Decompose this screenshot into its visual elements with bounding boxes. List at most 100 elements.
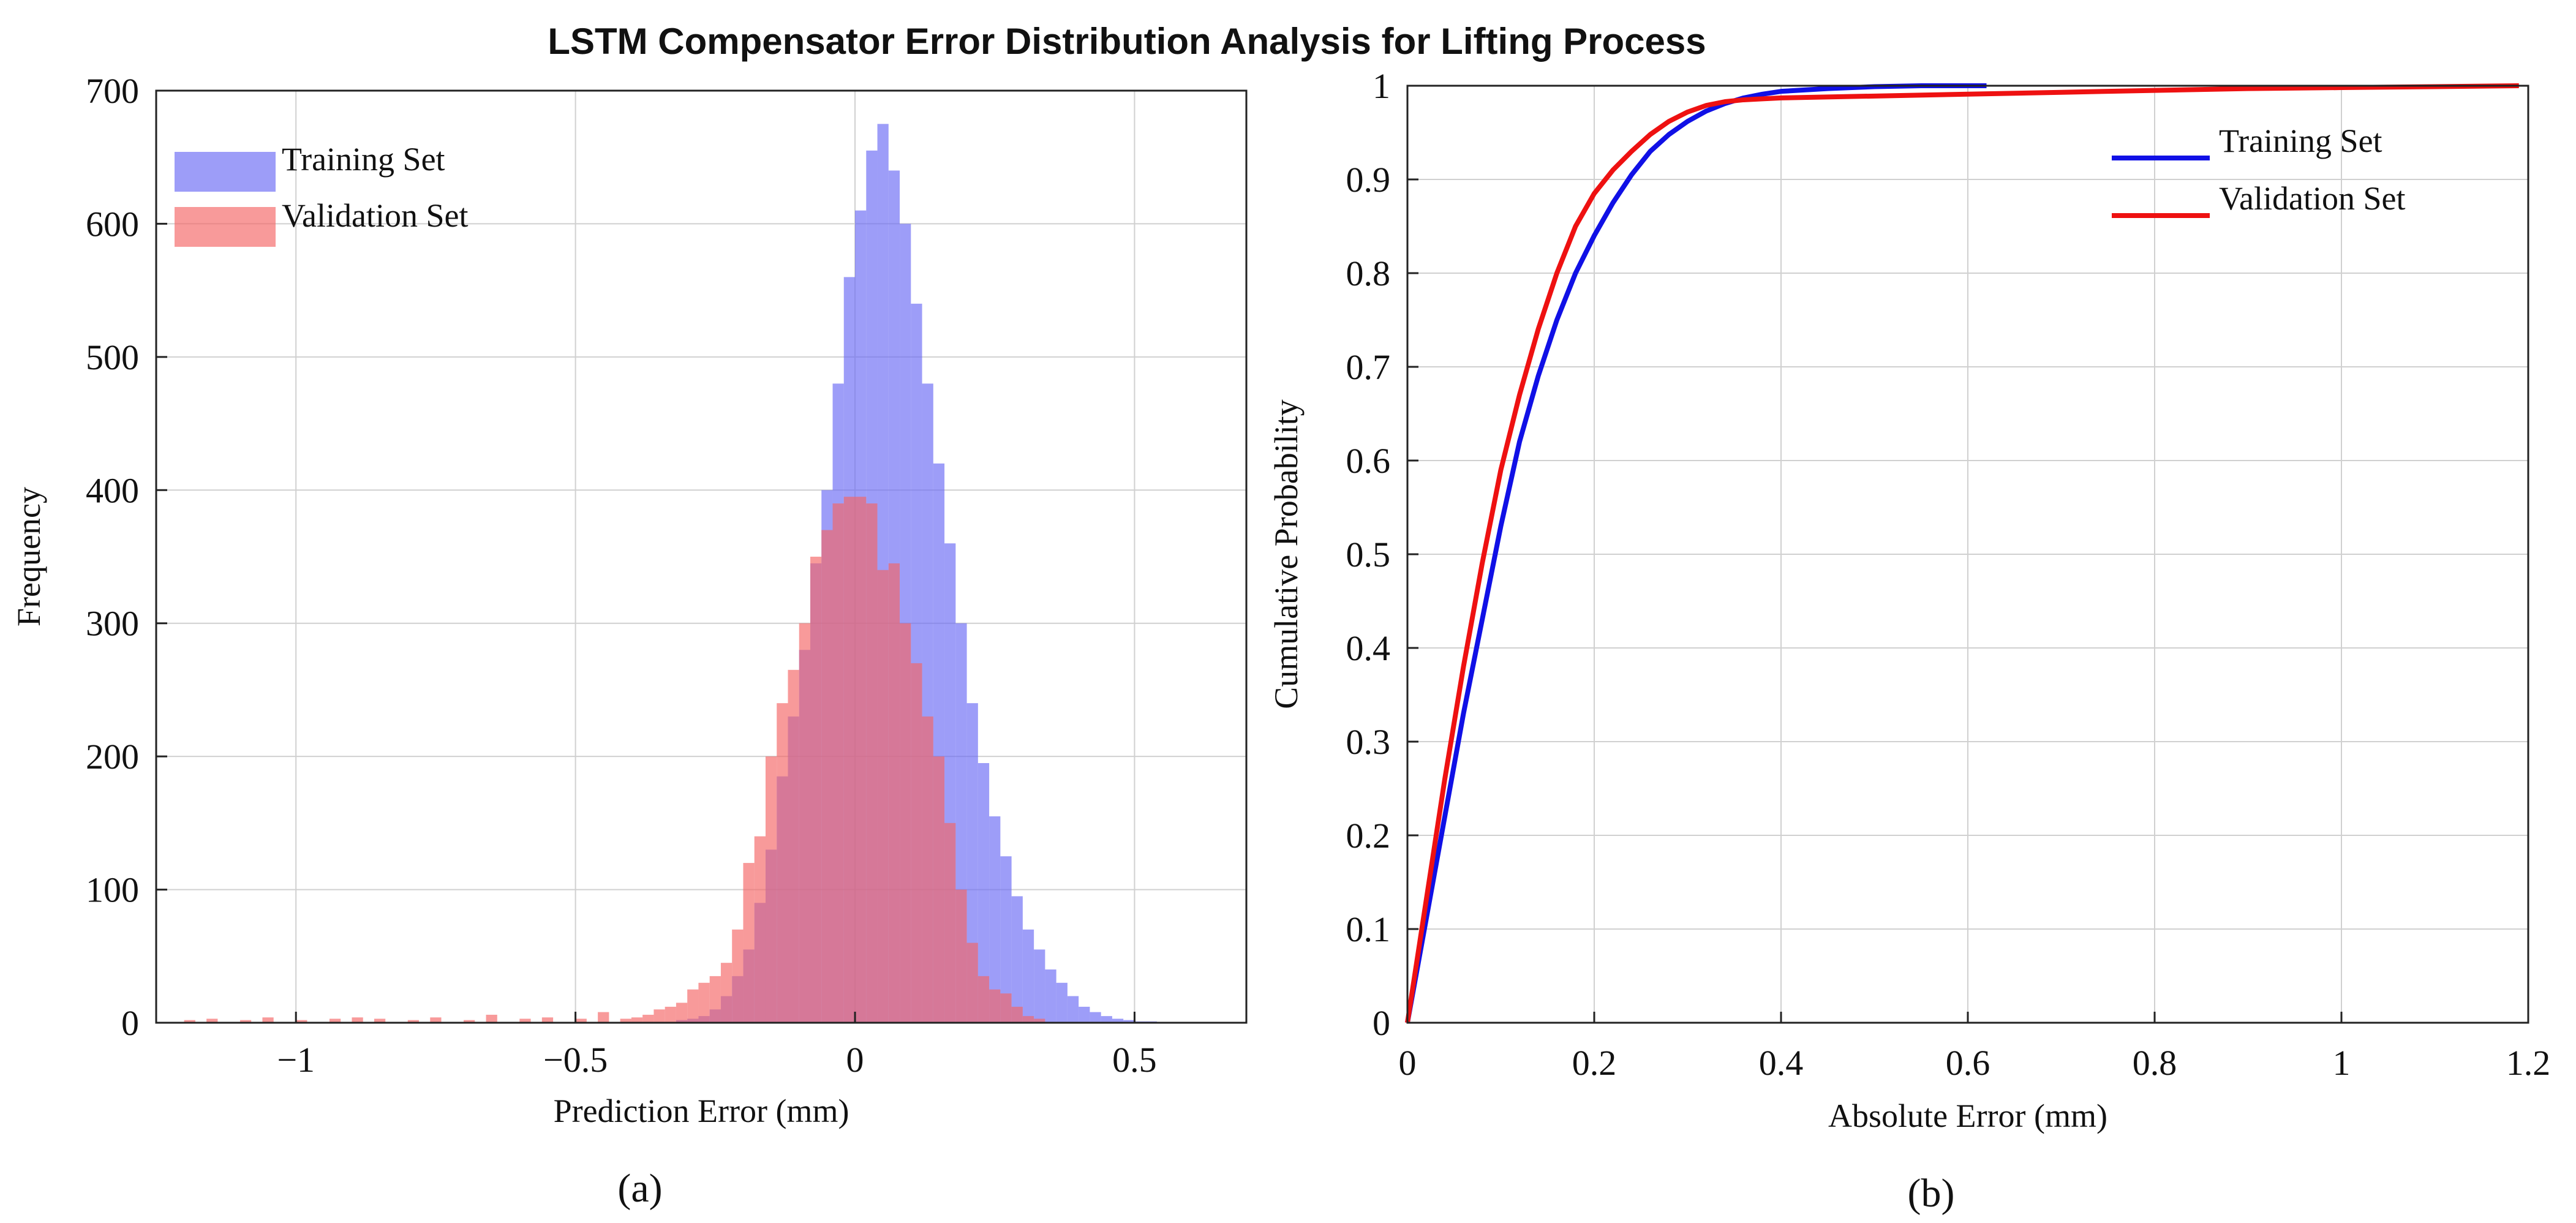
histogram-y-tick-label: 400: [86, 470, 139, 510]
cdf-y-tick-label: 0.7: [1346, 347, 1391, 387]
validation-histogram-bar: [352, 1017, 363, 1023]
histogram-y-tick-label: 300: [86, 604, 139, 644]
histogram-y-tick-label: 500: [86, 337, 139, 377]
validation-histogram-bar: [821, 530, 833, 1023]
training-histogram-bar: [1022, 929, 1034, 1023]
cdf-y-tick-label: 0.5: [1346, 535, 1391, 574]
training-histogram-bar: [1000, 856, 1012, 1023]
cdf-y-tick-label: 0.4: [1346, 628, 1391, 668]
cdf-y-axis-label: Cumulative Probability: [1268, 399, 1305, 709]
validation-histogram-bar: [631, 1017, 643, 1023]
validation-histogram-bar: [955, 889, 967, 1023]
legend-swatch-training: [175, 152, 276, 192]
validation-histogram-bar: [888, 563, 900, 1023]
validation-histogram-bar: [642, 1014, 654, 1023]
legend-label-training-cdf: Training Set: [2219, 122, 2382, 159]
validation-histogram-bar: [1011, 1006, 1023, 1023]
validation-histogram-bar: [989, 989, 1001, 1023]
validation-histogram-bar: [464, 1020, 475, 1023]
legend-label-validation-cdf: Validation Set: [2219, 180, 2405, 217]
training-histogram-bar: [1045, 969, 1056, 1023]
histogram-x-tick-label: 0.5: [1112, 1040, 1157, 1080]
validation-histogram-bar: [653, 1009, 665, 1023]
validation-histogram-bar: [430, 1017, 442, 1023]
cdf-y-tick-label: 0.1: [1346, 909, 1391, 949]
histogram-y-tick-label: 700: [86, 71, 139, 111]
training-histogram-bar: [1079, 1006, 1090, 1023]
cdf-y-tick-label: 0.3: [1346, 722, 1391, 762]
validation-histogram-bar: [598, 1012, 609, 1023]
validation-histogram-bar: [486, 1014, 497, 1023]
validation-histogram-bar: [966, 943, 978, 1023]
histogram-plot-frame: [155, 89, 1248, 1024]
histogram-panel: −1 −0.5 0 0.5 0 100 200 300 400 500 600 700 Predic…: [10, 71, 1248, 1211]
validation-histogram-bar: [620, 1018, 631, 1023]
validation-histogram-bar: [843, 497, 856, 1023]
validation-histogram-bar: [788, 669, 799, 1023]
validation-histogram-bar: [922, 716, 933, 1023]
validation-histogram-bar: [676, 1003, 688, 1023]
validation-histogram-bar: [765, 756, 777, 1023]
validation-histogram-bar: [911, 663, 922, 1023]
histogram-x-tick-label: 0: [846, 1040, 864, 1080]
cdf-panel: 0 0.2 0.4 0.6 0.8 1 1.2 0 0.1 0.2 0.3 0.4 0.5 0.6 0.7…: [1268, 66, 2550, 1216]
figure-title: LSTM Compensator Error Distribution Anal…: [548, 21, 1706, 62]
cdf-x-ticks: 0 0.2 0.4 0.6 0.8 1 1.2: [1399, 1012, 2551, 1083]
validation-histogram-bar: [687, 989, 699, 1023]
cdf-x-tick-label: 1: [2333, 1043, 2351, 1083]
training-histogram-bar: [1101, 1016, 1112, 1023]
cdf-y-ticks: 0 0.1 0.2 0.3 0.4 0.5 0.6 0.7 0.8 0.9 1: [1346, 66, 1418, 1043]
validation-histogram-bar: [720, 963, 733, 1023]
histogram-y-tick-label: 100: [86, 870, 139, 910]
training-histogram-bar: [1011, 896, 1023, 1023]
cdf-x-tick-label: 1.2: [2506, 1043, 2551, 1083]
validation-histogram-bar: [374, 1018, 386, 1023]
validation-histogram-bars: [184, 497, 1045, 1023]
training-histogram-bar: [1056, 982, 1068, 1023]
histogram-y-tick-label: 0: [121, 1003, 139, 1043]
validation-histogram-bar: [296, 1020, 307, 1023]
cdf-x-tick-label: 0.8: [2133, 1043, 2177, 1083]
validation-histogram-bar: [933, 756, 945, 1023]
cdf-y-tick-label: 1: [1373, 66, 1390, 106]
validation-histogram-bar: [1034, 1018, 1045, 1023]
validation-histogram-bar: [709, 976, 721, 1023]
training-histogram-bar: [1034, 949, 1045, 1023]
validation-histogram-bar: [977, 976, 990, 1023]
cdf-y-tick-label: 0.6: [1346, 441, 1391, 481]
cdf-x-tick-label: 0.2: [1572, 1043, 1617, 1083]
cdf-y-tick-label: 0.8: [1346, 254, 1391, 293]
training-histogram-bar: [1123, 1020, 1135, 1023]
cdf-x-axis-label: Absolute Error (mm): [1828, 1097, 2107, 1134]
validation-histogram-bar: [944, 822, 956, 1023]
validation-histogram-bar: [777, 703, 788, 1023]
training-histogram-bar: [977, 763, 990, 1023]
panel-label-b: (b): [1908, 1171, 1955, 1216]
legend-swatch-validation: [175, 207, 276, 247]
training-histogram-bar: [1090, 1012, 1101, 1023]
legend-label-validation: Validation Set: [282, 197, 468, 234]
cdf-y-tick-label: 0.2: [1346, 816, 1391, 856]
validation-histogram-bar: [541, 1017, 554, 1023]
validation-histogram-bar: [810, 557, 822, 1023]
histogram-x-axis-label: Prediction Error (mm): [554, 1093, 849, 1129]
validation-histogram-bar: [184, 1020, 195, 1023]
validation-histogram-bar: [732, 929, 744, 1023]
histogram-x-ticks: −1 −0.5 0 0.5: [277, 1012, 1157, 1080]
panel-label-a: (a): [617, 1166, 662, 1211]
validation-histogram-bar: [866, 503, 878, 1023]
validation-histogram-bar: [206, 1018, 218, 1023]
validation-histogram-bar: [754, 836, 766, 1023]
training-histogram-bar: [1067, 996, 1079, 1023]
validation-histogram-bar: [900, 623, 911, 1023]
training-cdf-line: [1405, 83, 1987, 1023]
cdf-y-tick-label: 0.9: [1346, 160, 1391, 200]
validation-histogram-bar: [239, 1020, 252, 1023]
histogram-legend: Training Set Validation Set: [175, 141, 468, 247]
cdf-legend: Training Set Validation Set: [2112, 122, 2405, 218]
validation-histogram-bar: [262, 1017, 274, 1023]
validation-histogram-bar: [832, 503, 844, 1023]
training-histogram-bar: [1112, 1018, 1124, 1023]
